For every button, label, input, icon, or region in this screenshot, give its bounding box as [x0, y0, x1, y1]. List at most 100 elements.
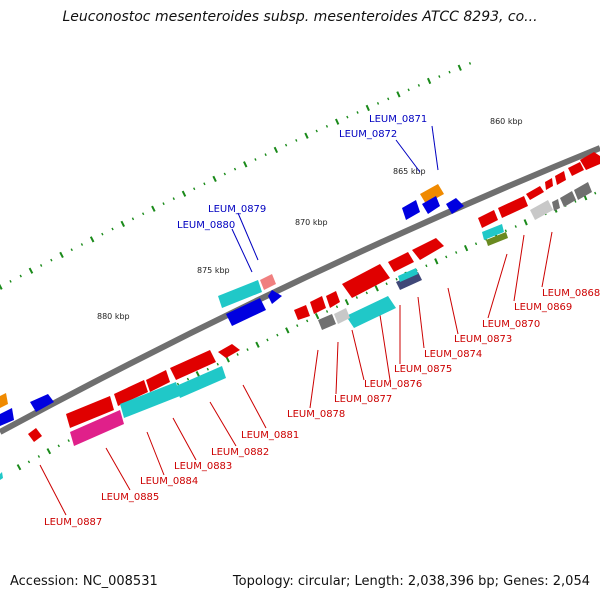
scale-tick [193, 187, 196, 191]
gene-arrow[interactable] [326, 291, 340, 308]
scale-tick [67, 439, 70, 443]
gene-label-leum-0877[interactable]: LEUM_0877 [334, 394, 392, 405]
gene-block[interactable] [552, 199, 560, 211]
scale-tick [325, 124, 329, 128]
gene-block[interactable] [530, 200, 553, 220]
scale-tick [365, 104, 370, 112]
scale-tick [276, 333, 279, 337]
gene-block[interactable] [482, 224, 504, 240]
gene-label-leum-0883[interactable]: LEUM_0883 [174, 461, 232, 472]
gene-arrow[interactable] [0, 408, 14, 426]
gene-arrow[interactable] [28, 428, 42, 442]
gene-arrow[interactable] [0, 393, 8, 408]
scale-tick [50, 258, 53, 262]
gene-arrow[interactable] [402, 200, 420, 220]
gene-label-leum-0873[interactable]: LEUM_0873 [454, 334, 512, 345]
scale-tick [39, 264, 43, 267]
gene-block[interactable] [318, 314, 336, 330]
gene-block[interactable] [70, 410, 124, 446]
gene-arrow[interactable] [446, 198, 464, 214]
scale-tick [131, 217, 135, 221]
gene-arrow[interactable] [580, 152, 600, 170]
scale-tick [225, 356, 230, 363]
gene-block[interactable] [346, 296, 396, 328]
gene-label-leum-0885[interactable]: LEUM_0885 [101, 492, 159, 503]
scale-tick [120, 220, 125, 228]
gene-block[interactable] [574, 182, 592, 200]
gene-label-leum-0874[interactable]: LEUM_0874 [424, 349, 482, 360]
gene-block[interactable] [218, 280, 262, 308]
accession-text: Accession: NC_008531 [10, 574, 158, 589]
gene-arrow[interactable] [555, 171, 566, 185]
gene-label-leum-0870[interactable]: LEUM_0870 [482, 319, 540, 330]
scale-tick [59, 251, 64, 259]
scale-tick [344, 299, 350, 306]
scale-tick [296, 324, 299, 327]
gene-label-leum-0882[interactable]: LEUM_0882 [211, 447, 269, 458]
gene-block[interactable] [120, 382, 180, 418]
gene-arrow[interactable] [146, 370, 170, 392]
gene-block[interactable] [0, 472, 3, 480]
gene-arrow[interactable] [268, 290, 282, 304]
gene-label-leum-0872[interactable]: LEUM_0872 [339, 129, 397, 140]
gene-label-leum-0868[interactable]: LEUM_0868 [542, 288, 600, 299]
gene-block[interactable] [486, 232, 508, 246]
scale-tick [325, 310, 329, 313]
gene-arrow[interactable] [422, 196, 440, 214]
scale-tick [396, 91, 401, 98]
gene-block[interactable] [334, 308, 350, 324]
gene-arrow[interactable] [218, 344, 240, 358]
gene-label-leum-0875[interactable]: LEUM_0875 [394, 364, 452, 375]
gene-block[interactable] [260, 274, 276, 290]
scale-tick [203, 182, 206, 186]
gene-arrow[interactable] [30, 394, 54, 412]
gene-label-leum-0881[interactable]: LEUM_0881 [241, 430, 299, 441]
scale-tick [474, 242, 478, 246]
gene-block[interactable] [396, 272, 422, 290]
gene-arrow[interactable] [412, 238, 444, 260]
gene-label-leum-0878[interactable]: LEUM_0878 [287, 409, 345, 420]
gene-arrow[interactable] [66, 396, 114, 428]
gene-label-leum-0887[interactable]: LEUM_0887 [44, 517, 102, 528]
gene-arrow[interactable] [342, 264, 390, 298]
gene-label-leum-0884[interactable]: LEUM_0884 [140, 476, 198, 487]
gene-label-leum-0880[interactable]: LEUM_0880 [177, 220, 235, 231]
scale-tick [254, 158, 257, 161]
gene-arrow[interactable] [294, 305, 310, 320]
gene-label-leum-0871[interactable]: LEUM_0871 [369, 114, 427, 125]
gene-arrow[interactable] [420, 184, 444, 204]
scale-tick [216, 362, 219, 366]
scale-tick [457, 64, 462, 71]
gene-arrow[interactable] [545, 178, 553, 190]
gene-arrow[interactable] [226, 298, 266, 326]
gene-arrow[interactable] [478, 210, 498, 228]
gene-arrow[interactable] [498, 196, 528, 218]
gene-block[interactable] [398, 268, 418, 282]
gene-label-leum-0869[interactable]: LEUM_0869 [514, 302, 572, 313]
gene-arrow[interactable] [114, 380, 148, 406]
gene-block[interactable] [560, 191, 576, 207]
gene-features[interactable] [0, 152, 600, 480]
gene-block[interactable] [176, 366, 226, 398]
scale-tick [80, 243, 84, 246]
scale-tick [101, 232, 104, 236]
scale-tick [16, 464, 22, 471]
scale-tick [111, 227, 114, 231]
scale-tick [285, 327, 290, 334]
gene-arrow[interactable] [526, 186, 544, 200]
scale-tick [395, 277, 398, 281]
scale-tick [28, 267, 34, 274]
gene-label-leum-0876[interactable]: LEUM_0876 [364, 379, 422, 390]
gene-arrow[interactable] [170, 350, 216, 380]
scale-tick [89, 236, 95, 243]
gene-arrow[interactable] [568, 162, 584, 176]
gene-arrow[interactable] [310, 296, 326, 314]
scale-tick [434, 258, 439, 265]
gene-arrow[interactable] [388, 252, 414, 272]
genome-backbone [0, 145, 600, 435]
scale-tick [355, 296, 358, 299]
scale-tick [306, 319, 309, 323]
gene-label-leum-0879[interactable]: LEUM_0879 [208, 204, 266, 215]
scale-tick [243, 161, 248, 168]
